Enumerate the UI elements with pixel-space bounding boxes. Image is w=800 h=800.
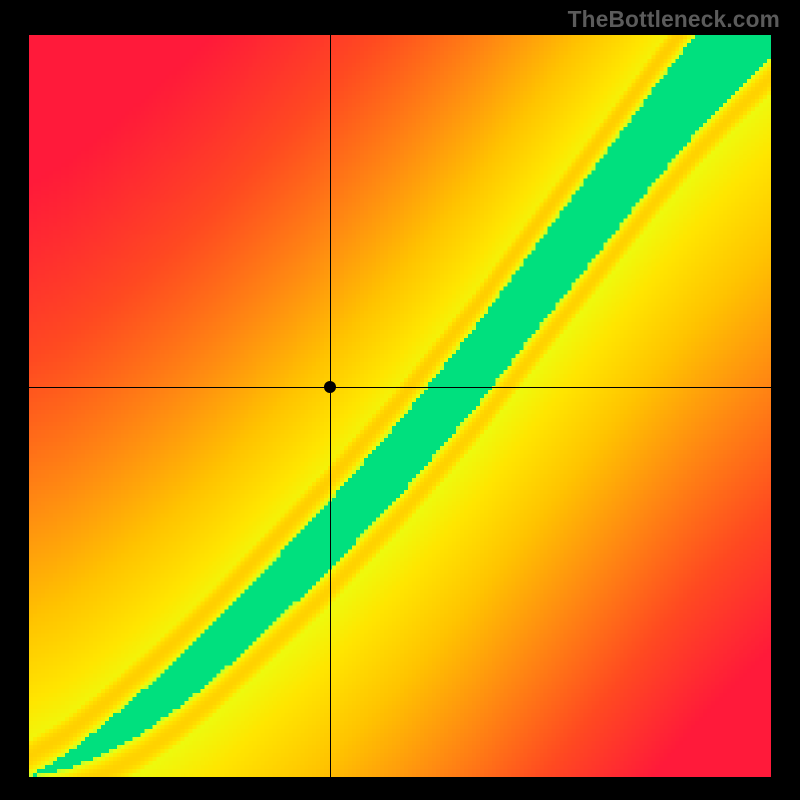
- chart-frame: TheBottleneck.com: [0, 0, 800, 800]
- heatmap-plot: [29, 35, 771, 777]
- heatmap-canvas: [29, 35, 771, 777]
- watermark-text: TheBottleneck.com: [568, 6, 780, 33]
